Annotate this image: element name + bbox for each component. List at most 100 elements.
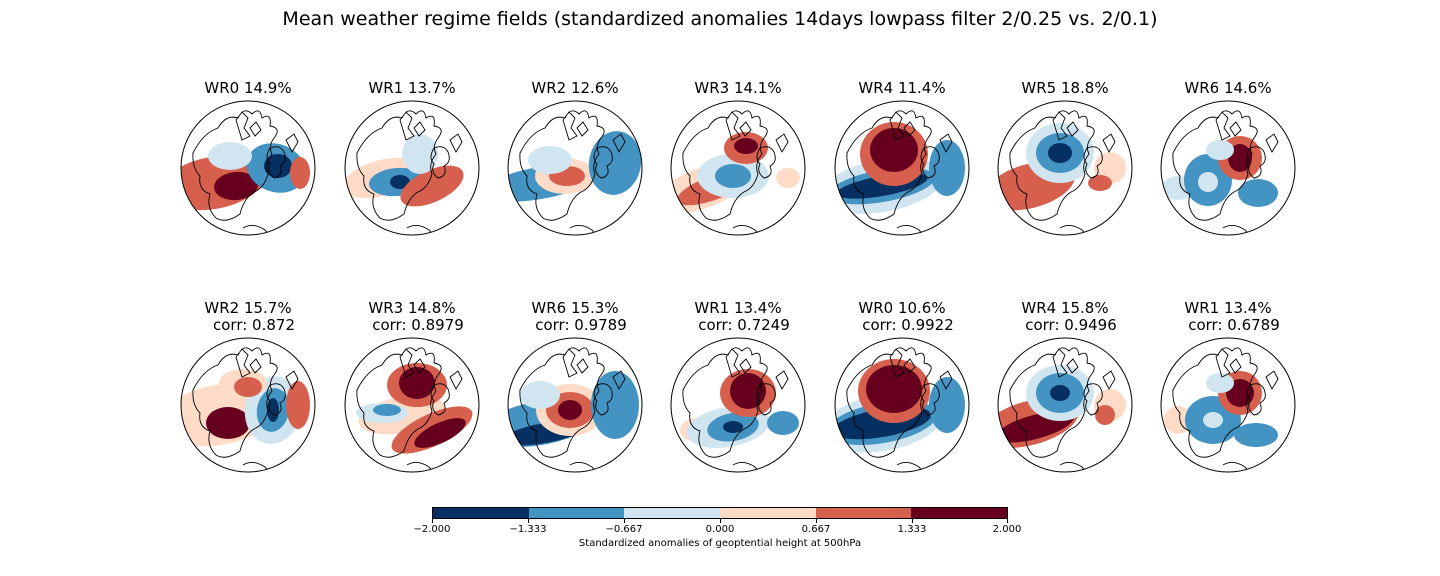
anomaly-contour xyxy=(267,398,279,422)
anomaly-map xyxy=(670,100,806,236)
colorbar-tick-label: 2.000 xyxy=(992,524,1022,535)
anomaly-contour xyxy=(1198,172,1218,192)
anomaly-contour xyxy=(399,367,435,399)
anomaly-contour xyxy=(1095,405,1115,425)
colorbar-segment xyxy=(433,508,529,518)
colorbar-segment xyxy=(624,508,721,518)
anomaly-map xyxy=(344,100,480,236)
anomaly-contour xyxy=(520,381,560,409)
regime-label: WR1 13.4% xyxy=(694,299,782,317)
regime-label: WR1 13.7% xyxy=(368,79,456,97)
regime-label: WR3 14.1% xyxy=(694,79,782,97)
anomaly-contour xyxy=(1048,143,1072,163)
panel-title: WR6 15.3% corr: 0.9789 xyxy=(493,300,657,334)
anomaly-contour xyxy=(1206,140,1234,160)
colorbar-tick-label: 0.667 xyxy=(801,524,831,535)
panel-title: WR0 14.9% xyxy=(166,80,330,97)
panel-title: WR2 15.7% corr: 0.872 xyxy=(166,300,330,334)
anomaly-contour xyxy=(591,371,639,439)
map-boundary xyxy=(834,337,970,473)
anomaly-contour xyxy=(929,377,965,433)
coastline xyxy=(192,347,299,472)
anomaly-contour xyxy=(390,175,410,189)
map-boundary xyxy=(180,337,316,473)
correlation-label: corr: 0.6789 xyxy=(1188,316,1280,334)
anomaly-map xyxy=(507,337,643,473)
panel-title: WR4 15.8% corr: 0.9496 xyxy=(983,300,1147,334)
correlation-label: corr: 0.7249 xyxy=(698,316,790,334)
colorbar-tick xyxy=(720,519,721,523)
anomaly-contour xyxy=(870,128,918,172)
map-boundary xyxy=(670,337,806,473)
map-boundary xyxy=(1160,337,1296,473)
panel-title: WR6 14.6% xyxy=(1146,80,1310,97)
coastline xyxy=(519,347,626,472)
panel-title: WR5 18.8% xyxy=(983,80,1147,97)
colorbar xyxy=(432,507,1008,519)
coastline xyxy=(1172,347,1279,472)
colorbar-segment xyxy=(815,508,912,518)
map-boundary xyxy=(1160,100,1296,236)
map-boundary xyxy=(507,100,643,236)
anomaly-map xyxy=(997,100,1133,236)
coastline xyxy=(682,110,789,235)
coastline xyxy=(519,110,626,235)
anomaly-map xyxy=(180,100,316,236)
correlation-label: corr: 0.9496 xyxy=(1025,316,1117,334)
map-boundary xyxy=(180,100,316,236)
panel-title: WR1 13.4% corr: 0.7249 xyxy=(656,300,820,334)
anomaly-contour xyxy=(730,373,766,409)
panel-title: WR1 13.7% xyxy=(330,80,494,97)
anomaly-map xyxy=(997,337,1133,473)
map-boundary xyxy=(834,100,970,236)
anomaly-contour xyxy=(1050,385,1070,401)
correlation-label: corr: 0.872 xyxy=(213,316,295,334)
colorbar-tick xyxy=(528,519,529,523)
anomaly-map xyxy=(344,337,480,473)
regime-label: WR5 18.8% xyxy=(1021,79,1109,97)
colorbar-tick-label: 1.333 xyxy=(897,524,927,535)
colorbar-tick xyxy=(432,519,433,523)
correlation-label: corr: 0.8979 xyxy=(372,316,464,334)
correlation-label: corr: 0.9789 xyxy=(535,316,627,334)
colorbar-segment xyxy=(720,508,816,518)
anomaly-contour xyxy=(528,146,572,174)
anomaly-map xyxy=(834,100,970,236)
anomaly-contour xyxy=(208,142,252,170)
anomaly-contour xyxy=(402,134,438,174)
colorbar-label: Standardized anomalies of geoptential he… xyxy=(578,538,862,549)
anomaly-contour xyxy=(373,404,401,416)
colorbar-tick xyxy=(624,519,625,523)
anomaly-contour xyxy=(866,365,922,413)
colorbar-tick-label: −1.333 xyxy=(509,524,547,535)
panel-title: WR3 14.8% corr: 0.8979 xyxy=(330,300,494,334)
map-boundary xyxy=(507,337,643,473)
map-boundary xyxy=(670,100,806,236)
coastline xyxy=(1009,110,1116,235)
map-boundary xyxy=(997,337,1133,473)
anomaly-contour xyxy=(776,168,800,188)
anomaly-contour xyxy=(1088,175,1112,191)
anomaly-map xyxy=(180,337,316,473)
panel-title: WR1 13.4% corr: 0.6789 xyxy=(1146,300,1310,334)
anomaly-map xyxy=(670,337,806,473)
anomaly-contour xyxy=(558,400,582,420)
anomaly-map xyxy=(1160,337,1296,473)
coastline xyxy=(846,347,953,472)
coastline xyxy=(846,110,953,235)
anomaly-contour xyxy=(1234,423,1278,447)
anomaly-map xyxy=(834,337,970,473)
colorbar-segment xyxy=(911,508,1008,518)
coastline xyxy=(682,347,789,472)
anomaly-contour xyxy=(929,140,965,196)
anomaly-contour xyxy=(290,157,310,189)
coastline xyxy=(1172,110,1279,235)
anomaly-contour xyxy=(1228,144,1252,172)
colorbar-tick xyxy=(816,519,817,523)
anomaly-contour xyxy=(206,407,250,439)
colorbar-tick-label: −2.000 xyxy=(413,524,451,535)
panel-title: WR3 14.1% xyxy=(656,80,820,97)
regime-label: WR3 14.8% xyxy=(368,299,456,317)
colorbar-tick-label: −0.667 xyxy=(605,524,643,535)
anomaly-contour xyxy=(1238,179,1278,207)
